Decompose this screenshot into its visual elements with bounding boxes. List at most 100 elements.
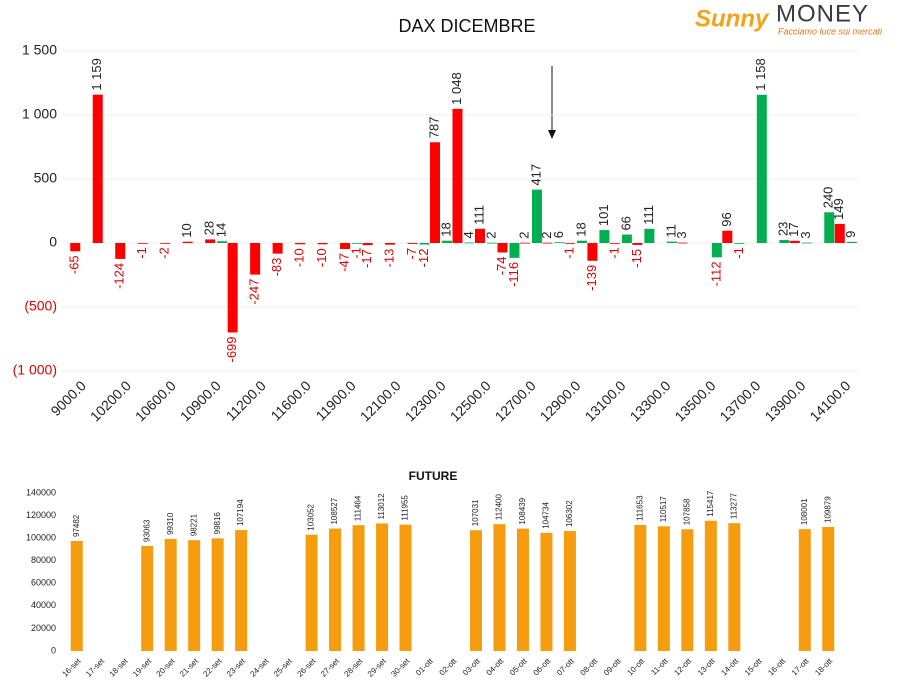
bar (115, 243, 126, 259)
bar (452, 108, 463, 243)
bar (250, 243, 261, 275)
data-label: -15 (629, 249, 644, 268)
x-tick-label: 16-set (61, 656, 84, 679)
data-label: 111 (641, 205, 656, 225)
x-tick-label: 29-set (366, 656, 389, 679)
x-tick-label: 17-ott (790, 656, 811, 677)
bar (70, 540, 83, 651)
bar (734, 243, 745, 244)
bar (486, 242, 497, 244)
data-label: -1 (731, 247, 746, 259)
bar (160, 243, 171, 244)
bar (164, 538, 177, 651)
bar (519, 242, 530, 244)
x-tick-label: 13500.0 (671, 377, 718, 424)
x-tick-label: 11600.0 (267, 377, 314, 424)
y-tick-label: 120000 (26, 510, 56, 520)
y-tick-label: 0 (51, 645, 56, 655)
data-label: 101 (596, 204, 611, 226)
bar (329, 528, 342, 651)
bar (722, 230, 733, 243)
x-tick-label: 16-ott (766, 656, 787, 677)
bar (516, 528, 529, 651)
data-label: 28 (202, 221, 217, 235)
data-label: 108001 (800, 498, 809, 525)
data-label: -17 (359, 249, 374, 268)
data-label: 98221 (189, 513, 198, 536)
chart-title: FUTURE (409, 469, 458, 483)
x-tick-label: 08-ott (578, 656, 599, 677)
bar (634, 524, 647, 651)
x-tick-label: 13900.0 (761, 377, 808, 424)
bar (564, 243, 575, 244)
bar (352, 243, 363, 244)
bar (779, 240, 790, 243)
x-tick-label: 12900.0 (537, 377, 584, 424)
bar (493, 524, 506, 651)
data-label: 99310 (166, 512, 175, 535)
data-label: -10 (314, 248, 329, 267)
bar (497, 243, 508, 253)
x-tick-label: 25-set (272, 656, 295, 679)
y-tick-label: 40000 (31, 600, 56, 610)
bar (822, 526, 835, 651)
bar (442, 240, 453, 243)
x-tick-label: 14-ott (719, 656, 740, 677)
bar (92, 94, 103, 243)
data-label: 3 (798, 231, 813, 238)
x-tick-label: 23-set (225, 656, 248, 679)
bar (846, 241, 857, 243)
x-tick-label: 07-ott (555, 656, 576, 677)
data-label: 107031 (471, 499, 480, 526)
data-label: 17 (786, 222, 801, 236)
bar (798, 529, 811, 651)
data-label: 1 158 (753, 58, 768, 91)
data-label: 4 (461, 231, 476, 238)
bar (419, 243, 430, 245)
x-tick-label: 10-ott (625, 656, 646, 677)
data-label: 106302 (565, 500, 574, 527)
data-label: 103052 (307, 503, 316, 530)
y-tick-label: 1 000 (22, 106, 57, 122)
x-tick-label: 11200.0 (222, 377, 269, 424)
data-label: 107194 (236, 499, 245, 526)
bar (509, 243, 520, 258)
bar (554, 242, 565, 244)
x-tick-label: 10200.0 (87, 377, 134, 424)
data-label: 97482 (72, 514, 81, 537)
x-tick-label: 21-set (178, 656, 201, 679)
logo-name: MONEY (776, 0, 869, 27)
bar (677, 242, 688, 244)
data-label: 1 048 (449, 72, 464, 105)
x-tick-label: 12300.0 (402, 377, 449, 424)
x-tick-label: 17-set (84, 656, 107, 679)
bar (430, 142, 441, 243)
y-tick-label: 20000 (31, 623, 56, 633)
x-tick-label: 13700.0 (716, 377, 763, 424)
bar (542, 242, 553, 244)
x-tick-label: 9000.0 (47, 377, 89, 419)
data-label: -74 (494, 256, 509, 275)
x-tick-label: 06-ott (532, 656, 553, 677)
data-label: -1 (561, 247, 576, 259)
x-tick-label: 14100.0 (806, 377, 853, 424)
bar (681, 529, 694, 651)
bar (376, 523, 389, 651)
data-label: 108527 (330, 497, 339, 524)
data-label: -10 (292, 248, 307, 267)
bar (576, 240, 587, 243)
logo-tagline: Facciamo luce sui mercati (778, 26, 883, 36)
x-tick-label: 10900.0 (177, 377, 224, 424)
y-tick-label: 1 500 (22, 42, 57, 58)
x-tick-label: 13100.0 (582, 377, 629, 424)
x-tick-label: 19-set (131, 656, 154, 679)
bar (621, 234, 632, 243)
x-tick-label: 24-set (248, 656, 271, 679)
data-label: -7 (404, 248, 419, 260)
bar (352, 525, 365, 651)
data-label: 2 (516, 232, 531, 239)
bar (609, 243, 620, 244)
bar (188, 540, 201, 651)
x-tick-label: 12-ott (672, 656, 693, 677)
data-label: 787 (426, 117, 441, 139)
